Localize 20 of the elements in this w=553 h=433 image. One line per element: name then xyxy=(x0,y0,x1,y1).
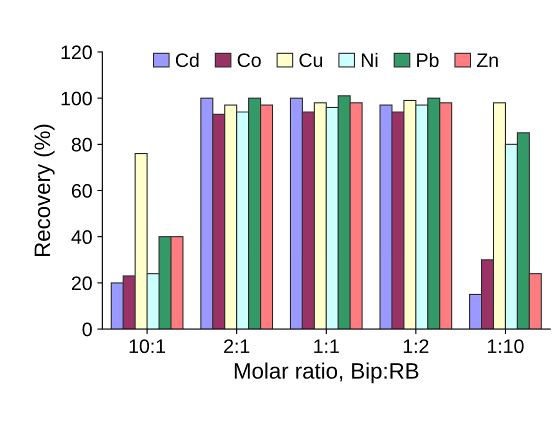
legend-label: Cd xyxy=(176,52,199,68)
legend-label: Zn xyxy=(476,54,498,67)
y-tick-label: 0 xyxy=(82,322,92,336)
legend-label: Co xyxy=(238,53,261,68)
y-axis-title: Recovery (%) xyxy=(34,124,55,256)
legend-label: Ni xyxy=(362,52,378,67)
x-tick-label: 1:2 xyxy=(404,339,428,353)
x-tick-label: 10:1 xyxy=(130,339,166,354)
y-tick-label: 20 xyxy=(72,276,92,290)
x-tick-label: 1:1 xyxy=(314,340,339,353)
y-tick-label: 60 xyxy=(72,184,92,198)
y-tick-label: 100 xyxy=(62,92,92,106)
y-tick-label: 80 xyxy=(72,138,92,152)
y-tick-label: 40 xyxy=(71,230,92,244)
legend-label: Pb xyxy=(417,52,439,68)
y-tick-label: 120 xyxy=(62,45,92,60)
legend-label: Cu xyxy=(299,53,322,68)
x-tick-label: 2:1 xyxy=(224,339,250,353)
x-tick-label: 1:10 xyxy=(488,339,524,354)
x-axis-title: Molar ratio, Bip:RB xyxy=(234,362,418,384)
